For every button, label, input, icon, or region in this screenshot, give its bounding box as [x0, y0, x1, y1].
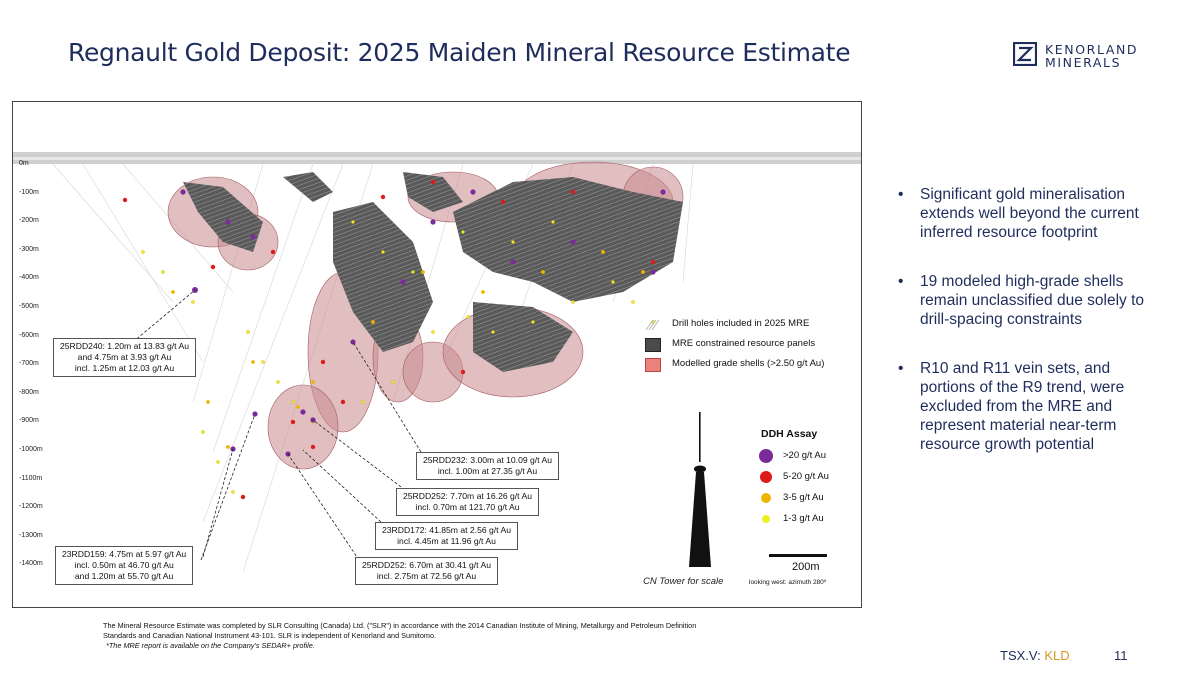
footnote-text: The Mineral Resource Estimate was comple…	[103, 621, 697, 640]
bullet-marker: •	[898, 186, 904, 203]
depth-label: -200m	[19, 217, 39, 225]
resource-panels	[183, 172, 683, 372]
kenorland-logo-icon	[1013, 42, 1037, 66]
assay-dots-high	[122, 179, 656, 500]
assay-label: 1-3 g/t Au	[783, 513, 824, 524]
bullet-item: • R10 and R11 vein sets, and portions of…	[898, 359, 1168, 454]
assay-label: 5-20 g/t Au	[783, 471, 829, 482]
bullet-text: Significant gold mineralisation extends …	[920, 186, 1139, 241]
depth-label: -300m	[19, 245, 39, 253]
drill-hole-legend-icon	[645, 319, 660, 331]
assay-label: >20 g/t Au	[783, 450, 827, 461]
footnote-sedar-note: *The MRE report is available on the Comp…	[106, 641, 315, 650]
resource-panel-swatch	[645, 338, 661, 352]
depth-label: -1300m	[19, 531, 43, 539]
bullet-text: 19 modeled high-grade shells remain uncl…	[920, 273, 1145, 328]
assay-row-gt20: >20 g/t Au	[751, 448, 826, 469]
assay-label: 3-5 g/t Au	[783, 492, 824, 503]
legend-label: MRE constrained resource panels	[672, 338, 816, 349]
scale-bar	[769, 554, 827, 557]
long-section-graphic	[13, 152, 861, 573]
callout-line: 23RDD172: 41.85m at 2.56 g/t Au	[382, 525, 511, 535]
callout-line: incl. 0.70m at 121.70 g/t Au	[415, 502, 520, 512]
depth-label: -1100m	[19, 474, 43, 482]
assay-legend-title: DDH Assay	[761, 428, 818, 440]
callout-25RDD252-a: 25RDD252: 7.70m at 16.26 g/t Au incl. 0.…	[396, 488, 539, 516]
assay-dots-mid	[171, 250, 645, 449]
assay-row-3-5: 3-5 g/t Au	[751, 490, 824, 511]
callout-line: 25RDD252: 7.70m at 16.26 g/t Au	[403, 491, 532, 501]
view-direction-label: looking west: azimuth 280º	[749, 579, 827, 586]
depth-label: 0m	[19, 160, 29, 167]
depth-label: -400m	[19, 274, 39, 282]
logo-text-line2: MINERALS	[1045, 55, 1122, 70]
bullet-marker: •	[898, 360, 904, 377]
scale-label: 200m	[792, 561, 820, 573]
page-number: 11	[1114, 648, 1128, 663]
callout-25RDD232: 25RDD232: 3.00m at 10.09 g/t Au incl. 1.…	[416, 452, 559, 480]
red-dot-icon	[760, 471, 772, 483]
assay-row-5-20: 5-20 g/t Au	[751, 469, 829, 490]
slide-title: Regnault Gold Deposit: 2025 Maiden Miner…	[68, 38, 851, 67]
callout-line: 25RDD252: 6.70m at 30.41 g/t Au	[362, 560, 491, 570]
depth-label: -100m	[19, 188, 39, 196]
callout-line: 25RDD232: 3.00m at 10.09 g/t Au	[423, 455, 552, 465]
assay-dots-low	[141, 220, 655, 494]
callout-line: incl. 1.00m at 27.35 g/t Au	[437, 466, 538, 476]
callout-leaders	[132, 289, 422, 561]
callout-line: and 1.20m at 55.70 g/t Au	[74, 571, 174, 581]
callout-line: incl. 4.45m at 11.96 g/t Au	[397, 536, 496, 546]
assay-dots-vhigh	[180, 189, 666, 457]
footnote: The Mineral Resource Estimate was comple…	[103, 621, 703, 651]
assay-row-1-3: 1-3 g/t Au	[751, 511, 824, 532]
bullet-item: • Significant gold mineralisation extend…	[898, 185, 1168, 242]
bullet-text: R10 and R11 vein sets, and portions of t…	[920, 360, 1125, 453]
depth-label: -1400m	[19, 560, 43, 568]
depth-label: -500m	[19, 303, 39, 310]
callout-line: 25RDD240: 1.20m at 13.83 g/t Au	[60, 341, 189, 351]
key-points: • Significant gold mineralisation extend…	[898, 185, 1168, 484]
ticker-symbol: KLD	[1044, 648, 1070, 663]
legend-label: Modelled grade shells (>2.50 g/t Au)	[672, 358, 825, 369]
callout-line: incl. 2.75m at 72.56 g/t Au	[376, 571, 477, 581]
stock-ticker: TSX.V: KLD	[1000, 648, 1070, 663]
bullet-item: • 19 modeled high-grade shells remain un…	[898, 272, 1168, 329]
callout-line: incl. 1.25m at 12.03 g/t Au	[74, 363, 175, 373]
orange-dot-icon	[761, 493, 771, 503]
company-logo: KENORLAND MINERALS	[1013, 42, 1143, 70]
purple-dot-icon	[759, 449, 773, 463]
bullet-marker: •	[898, 273, 904, 290]
callout-23RDD159: 23RDD159: 4.75m at 5.97 g/t Au incl. 0.5…	[55, 546, 194, 585]
ticker-prefix: TSX.V:	[1000, 648, 1045, 663]
callout-line: 23RDD159: 4.75m at 5.97 g/t Au	[62, 549, 187, 559]
callout-25RDD252-b: 25RDD252: 6.70m at 30.41 g/t Au incl. 2.…	[355, 557, 498, 585]
callout-25RDD240: 25RDD240: 1.20m at 13.83 g/t Au and 4.75…	[53, 338, 196, 377]
callout-line: and 4.75m at 3.93 g/t Au	[77, 352, 172, 362]
grade-shell-swatch	[645, 358, 661, 372]
depth-label: -900m	[19, 417, 39, 425]
depth-label: -1200m	[19, 503, 43, 511]
logo-text-line1: KENORLAND	[1045, 42, 1139, 57]
legend-label: Drill holes included in 2025 MRE	[672, 318, 810, 329]
depth-label: -1000m	[19, 446, 43, 453]
assay-legend: DDH Assay >20 g/t Au 5-20 g/t Au 3-5 g/t…	[751, 428, 829, 532]
long-section-figure: 0m -100m -200m -300m -400m -500m -600m -700m -80…	[12, 101, 862, 608]
depth-label: -800m	[19, 388, 39, 396]
cn-tower-icon	[689, 412, 711, 567]
depth-label: -600m	[19, 331, 39, 339]
callout-23RDD172: 23RDD172: 41.85m at 2.56 g/t Au incl. 4.…	[375, 522, 518, 550]
depth-label: -700m	[19, 360, 39, 368]
cn-tower-label: CN Tower for scale	[643, 576, 724, 587]
yellow-dot-icon	[762, 515, 770, 523]
callout-line: incl. 0.50m at 46.70 g/t Au	[74, 560, 174, 570]
